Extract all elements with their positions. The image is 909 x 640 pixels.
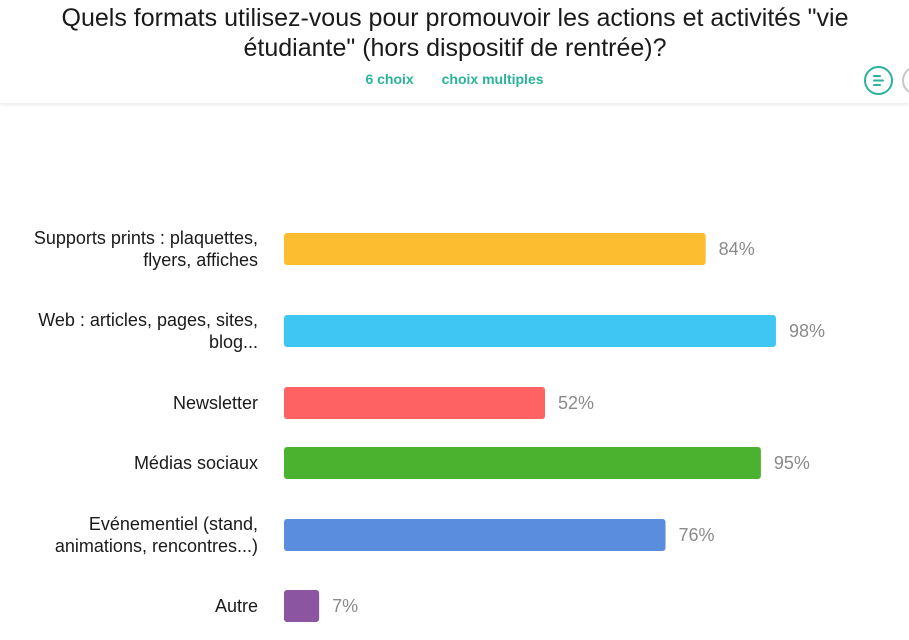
category-label-0-1: flyers, affiches bbox=[143, 250, 258, 270]
bar-0 bbox=[284, 233, 706, 265]
bar-2 bbox=[284, 387, 546, 419]
category-label-2-0: Newsletter bbox=[173, 393, 258, 413]
bar-3 bbox=[284, 447, 761, 479]
category-label-5-0: Autre bbox=[215, 596, 258, 616]
choices-count: 6 choix bbox=[365, 71, 414, 87]
choice-type: choix multiples bbox=[441, 71, 544, 87]
question-meta: 6 choix choix multiples bbox=[0, 71, 909, 87]
value-label-5: 7% bbox=[332, 596, 358, 616]
logo-e-icon bbox=[873, 75, 884, 86]
app-logo-button[interactable] bbox=[864, 66, 893, 95]
category-label-1-0: Web : articles, pages, sites, bbox=[38, 310, 258, 330]
value-label-0: 84% bbox=[719, 239, 755, 259]
category-label-4-0: Evénementiel (stand, bbox=[89, 514, 258, 534]
bar-5 bbox=[284, 590, 320, 622]
question-header: Quels formats utilisez-vous pour promouv… bbox=[0, 0, 909, 103]
value-label-3: 95% bbox=[774, 453, 810, 473]
category-label-1-1: blog... bbox=[209, 332, 258, 352]
category-label-3-0: Médias sociaux bbox=[134, 453, 258, 473]
bar-1 bbox=[284, 315, 776, 347]
bar-4 bbox=[284, 519, 666, 551]
value-label-4: 76% bbox=[679, 525, 715, 545]
value-label-2: 52% bbox=[558, 393, 594, 413]
question-title: Quels formats utilisez-vous pour promouv… bbox=[61, 4, 849, 62]
category-label-0-0: Supports prints : plaquettes, bbox=[34, 228, 258, 248]
category-label-4-1: animations, rencontres...) bbox=[55, 536, 258, 556]
value-label-1: 98% bbox=[789, 321, 825, 341]
